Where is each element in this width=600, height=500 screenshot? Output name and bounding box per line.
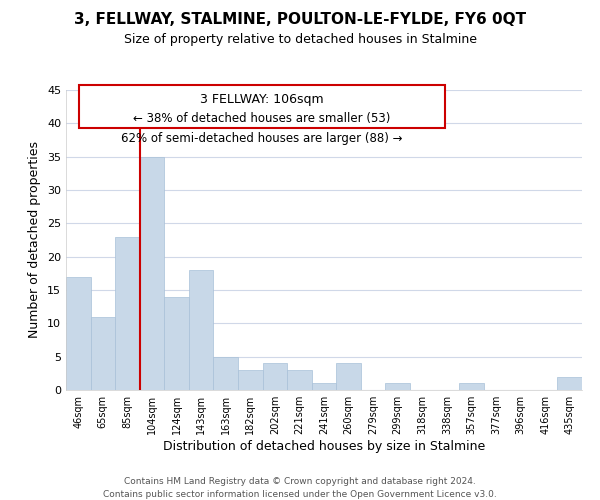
Bar [115, 236, 140, 390]
Bar [214, 356, 238, 390]
FancyBboxPatch shape [79, 85, 445, 128]
Text: Size of property relative to detached houses in Stalmine: Size of property relative to detached ho… [124, 32, 476, 46]
Bar [385, 384, 410, 390]
Bar [66, 276, 91, 390]
Text: 3, FELLWAY, STALMINE, POULTON-LE-FYLDE, FY6 0QT: 3, FELLWAY, STALMINE, POULTON-LE-FYLDE, … [74, 12, 526, 28]
Bar [287, 370, 312, 390]
Bar [164, 296, 189, 390]
Bar [189, 270, 214, 390]
Bar [459, 384, 484, 390]
Text: 3 FELLWAY: 106sqm: 3 FELLWAY: 106sqm [200, 92, 324, 106]
Bar [238, 370, 263, 390]
X-axis label: Distribution of detached houses by size in Stalmine: Distribution of detached houses by size … [163, 440, 485, 453]
Bar [263, 364, 287, 390]
Text: Contains public sector information licensed under the Open Government Licence v3: Contains public sector information licen… [103, 490, 497, 499]
Bar [140, 156, 164, 390]
Bar [557, 376, 582, 390]
Text: Contains HM Land Registry data © Crown copyright and database right 2024.: Contains HM Land Registry data © Crown c… [124, 478, 476, 486]
Text: ← 38% of detached houses are smaller (53): ← 38% of detached houses are smaller (53… [133, 112, 391, 125]
Bar [91, 316, 115, 390]
Text: 62% of semi-detached houses are larger (88) →: 62% of semi-detached houses are larger (… [121, 132, 403, 144]
Y-axis label: Number of detached properties: Number of detached properties [28, 142, 41, 338]
Bar [312, 384, 336, 390]
Bar [336, 364, 361, 390]
